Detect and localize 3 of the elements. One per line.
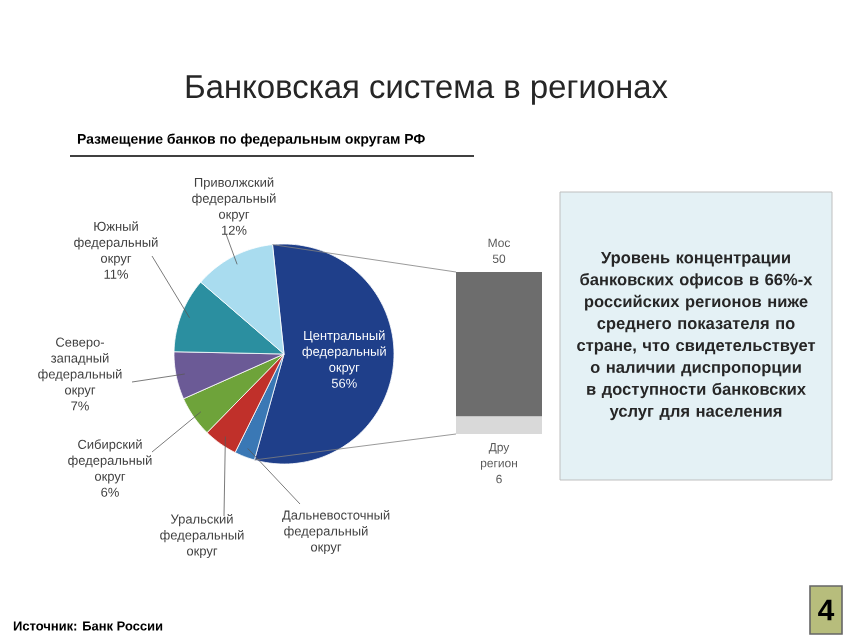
chart-title: Банковская система в регионах	[186, 75, 668, 105]
text: 4	[818, 599, 835, 621]
text: Уровень концентрации банковских офисов в 66%-х российских регионов ниже среднего показателя по стране, что свидетельствует о наличии диспропорции в доступности банковских услуг для населения	[577, 251, 816, 421]
